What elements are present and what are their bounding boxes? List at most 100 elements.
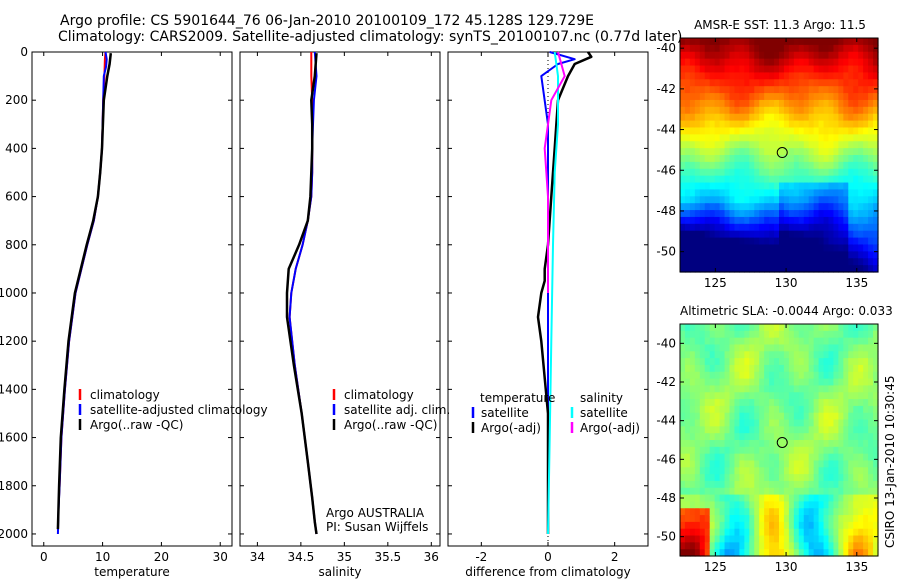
sla-map-heatmap-cell	[813, 351, 820, 359]
sla-map-heatmap-cell	[719, 364, 726, 373]
sla-map-heatmap-cell	[873, 433, 879, 441]
sla-map-heatmap-cell	[719, 330, 726, 339]
sla-map-heatmap-cell	[808, 378, 815, 387]
sla-map-heatmap-cell	[863, 364, 869, 373]
sla-map-heatmap-cell	[719, 412, 726, 421]
sst-map-heatmap-cell	[764, 182, 770, 191]
sla-map-heatmap-cell	[868, 433, 874, 441]
sla-map-heatmap-cell	[818, 324, 825, 332]
sla-map-heatmap-cell	[788, 324, 795, 332]
sst-map-heatmap-cell	[719, 51, 726, 60]
sst-map-heatmap-cell	[843, 210, 849, 218]
sla-map-heatmap-cell	[828, 515, 835, 523]
sla-map-heatmap-cell	[793, 528, 800, 537]
sst-map-heatmap-cell	[779, 51, 785, 60]
sst-map-heatmap-cell	[823, 99, 830, 108]
sst-map-heatmap-cell	[734, 86, 740, 94]
sst-map-heatmap-cell	[818, 99, 825, 108]
sst-map-heatmap-cell	[803, 99, 810, 108]
sla-map-xtick-label: 130	[775, 560, 798, 574]
sst-map-heatmap-cell	[754, 72, 760, 80]
sla-map-heatmap-cell	[724, 528, 731, 537]
sst-map-heatmap-cell	[813, 79, 820, 87]
sst-map-heatmap-cell	[813, 258, 820, 266]
sst-map-heatmap-cell	[833, 113, 839, 122]
sla-map-heatmap-cell	[843, 467, 849, 475]
sla-map-heatmap-cell	[793, 474, 800, 482]
sst-map-heatmap-cell	[744, 189, 750, 197]
sst-map-heatmap-cell	[803, 148, 810, 156]
sst-map-heatmap-cell	[788, 141, 795, 149]
sst-map-heatmap-cell	[749, 106, 755, 115]
sst-map-heatmap-cell	[749, 72, 755, 80]
sla-map-heatmap-cell	[798, 412, 805, 421]
sst-map-heatmap-cell	[788, 127, 795, 135]
sla-map-heatmap-cell	[694, 515, 701, 523]
sla-map-heatmap-cell	[828, 364, 835, 373]
sla-map-heatmap-cell	[699, 549, 706, 557]
sst-map-heatmap-cell	[774, 51, 780, 60]
sst-map-heatmap-cell	[873, 58, 879, 67]
sst-map-heatmap-cell	[704, 72, 711, 80]
sla-map-heatmap-cell	[848, 392, 854, 400]
sst-map-heatmap-cell	[808, 86, 815, 94]
sst-map-heatmap-cell	[793, 79, 800, 87]
sla-map-heatmap-cell	[754, 474, 760, 482]
sst-map-heatmap-cell	[759, 168, 765, 177]
sla-map-heatmap-cell	[739, 419, 745, 427]
sst-map-heatmap-cell	[724, 148, 731, 156]
sla-map-heatmap-cell	[754, 405, 760, 414]
sst-map-heatmap-cell	[833, 93, 839, 101]
sla-map-heatmap-cell	[853, 351, 859, 359]
sst-map-heatmap-cell	[833, 72, 839, 80]
sla-map-heatmap-cell	[843, 453, 849, 462]
sst-map-heatmap-cell	[788, 79, 795, 87]
sst-map-heatmap-cell	[788, 210, 795, 218]
sst-map-heatmap-cell	[680, 168, 686, 177]
sla-map-heatmap-cell	[798, 378, 805, 387]
sst-map-heatmap-cell	[823, 251, 830, 259]
sla-map-heatmap-cell	[828, 528, 835, 537]
sla-map-heatmap-cell	[838, 412, 844, 421]
sla-map-heatmap-cell	[724, 433, 731, 441]
sst-map-heatmap-cell	[749, 161, 755, 170]
sst-map-heatmap-cell	[868, 65, 874, 74]
sla-map-heatmap-cell	[853, 358, 859, 366]
sst-map-heatmap-cell	[689, 251, 696, 259]
sla-map-heatmap-cell	[828, 446, 835, 455]
sla-map-heatmap-cell	[689, 337, 696, 346]
sst-map-heatmap-cell	[779, 244, 785, 252]
sla-map-heatmap-cell	[818, 344, 825, 352]
sst-map-heatmap-cell	[858, 189, 864, 197]
sla-map-heatmap-cell	[868, 460, 874, 468]
sst-map-heatmap-cell	[694, 86, 701, 94]
sla-map-heatmap-cell	[739, 351, 745, 359]
sla-map-ytick-label: -40	[656, 336, 676, 350]
sla-map-heatmap-cell	[684, 474, 691, 482]
sst-map-heatmap-cell	[788, 93, 795, 101]
sla-map-heatmap-cell	[863, 515, 869, 523]
sst-map-heatmap-cell	[798, 58, 805, 67]
sst-map-heatmap-cell	[694, 44, 701, 53]
sst-map-heatmap-cell	[694, 93, 701, 101]
sst-map-heatmap-cell	[739, 113, 745, 122]
sst-map-heatmap-cell	[680, 141, 686, 149]
sla-map-heatmap-cell	[689, 446, 696, 455]
sla-map-heatmap-cell	[838, 487, 844, 496]
sla-map-heatmap-cell	[828, 467, 835, 475]
sla-map-heatmap-cell	[734, 330, 740, 339]
sst-map-heatmap-cell	[769, 203, 775, 211]
sla-map-heatmap-cell	[828, 521, 835, 530]
temperature-xtick-label: 10	[95, 550, 110, 564]
sla-map-heatmap-cell	[704, 412, 711, 421]
sst-map-heatmap-cell	[863, 93, 869, 101]
sst-map-heatmap-cell	[818, 189, 825, 197]
sla-map-heatmap-cell	[769, 521, 775, 530]
sst-map-heatmap-cell	[838, 148, 844, 156]
sst-map-heatmap-cell	[734, 237, 740, 246]
sst-map-heatmap-cell	[823, 155, 830, 163]
sst-map-heatmap-cell	[813, 93, 820, 101]
sst-map-heatmap-cell	[684, 127, 691, 135]
depth-tick-label: 600	[5, 190, 28, 204]
